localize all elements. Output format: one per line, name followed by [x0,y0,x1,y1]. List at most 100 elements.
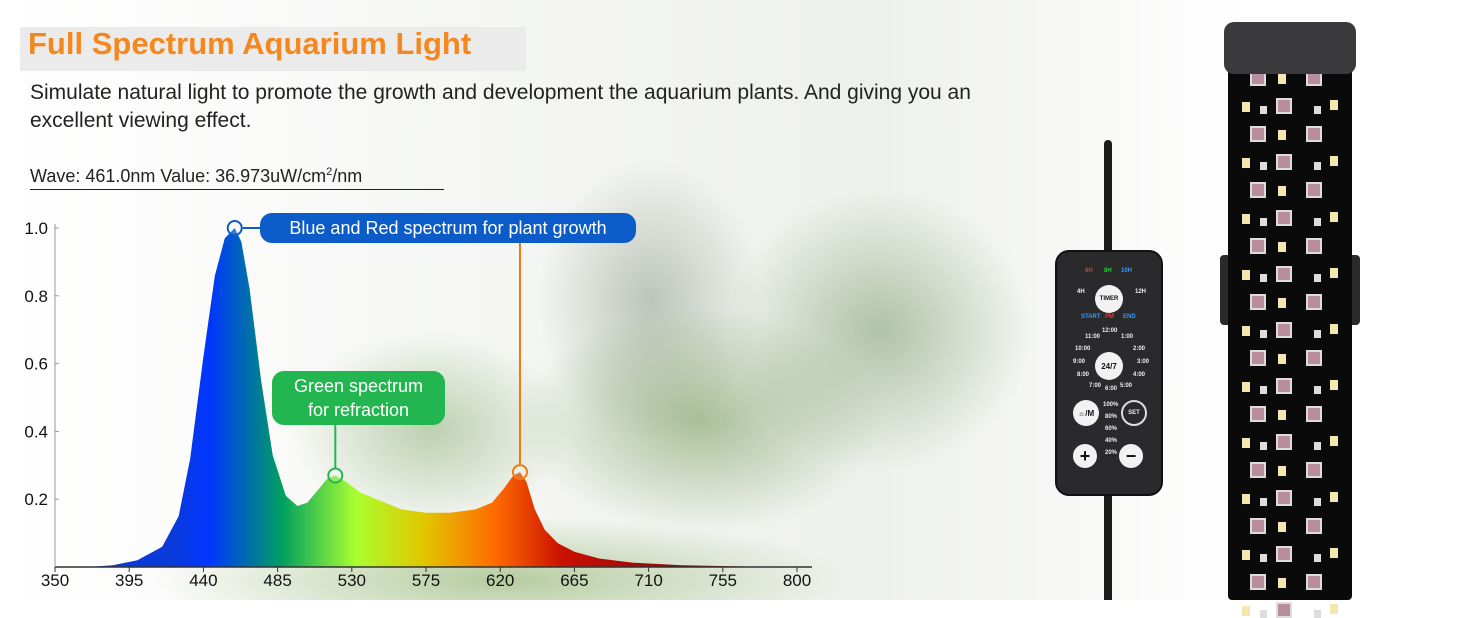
smd-component [1314,218,1321,226]
hour-label: 2:00 [1133,346,1146,352]
spectrum-chart: 350 395 440 485 530 575 620 665 710 755 800 0.2 0.4 0… [24,219,812,590]
rgb-led-chip [1250,126,1266,142]
white-led-chip [1278,466,1286,476]
controller-cable-bottom [1104,494,1112,600]
y-tick-label: 1.0 [24,219,48,238]
hour-label: 11:00 [1085,334,1101,340]
hour-label: 1:00 [1121,334,1134,340]
y-tick-label: 0.4 [24,422,48,441]
label-8h: 8H [1104,268,1112,274]
title-highlight [20,27,526,71]
white-led-chip [1242,606,1250,616]
smd-component [1260,162,1267,170]
smd-component [1260,330,1267,338]
level-label: 40% [1105,438,1118,444]
white-led-chip [1330,380,1338,390]
x-tick-label: 755 [709,571,737,590]
x-tick-label: 575 [412,571,440,590]
hour-label: 6:00 [1105,386,1118,392]
smd-component [1314,554,1321,562]
white-led-chip [1278,74,1286,84]
label-10h: 10H [1121,268,1133,274]
rgb-led-chip [1306,294,1322,310]
timer-button[interactable]: TIMER [1095,285,1123,313]
white-led-chip [1242,102,1250,112]
peak-marker [511,464,528,481]
white-led-chip [1278,186,1286,196]
rgb-led-chip [1276,266,1292,282]
white-led-chip [1330,604,1338,614]
y-tick-label: 0.6 [24,355,48,374]
smd-component [1314,610,1321,618]
white-led-chip [1278,354,1286,364]
white-led-chip [1242,550,1250,560]
white-led-chip [1330,100,1338,110]
white-led-chip [1330,268,1338,278]
rgb-led-chip [1276,434,1292,450]
rgb-led-chip [1250,406,1266,422]
y-tick-label: 0.2 [24,490,48,509]
rgb-led-chip [1250,574,1266,590]
level-label: 60% [1105,426,1118,432]
level-label: 100% [1103,402,1119,408]
x-tick-label: 665 [560,571,588,590]
hour-label: 7:00 [1089,383,1102,389]
set-gear-button[interactable]: SET [1121,400,1147,426]
label-6h: 6H [1085,268,1093,274]
smd-component [1314,442,1321,450]
x-tick-label: 710 [634,571,662,590]
rgb-led-chip [1250,518,1266,534]
readout-sup: 2 [326,166,333,178]
smd-component [1260,610,1267,618]
mode-24-7-button[interactable]: 24/7 [1095,352,1123,380]
white-led-chip [1242,214,1250,224]
rgb-led-chip [1250,462,1266,478]
led-light-bar [1228,40,1352,618]
level-label: 80% [1105,414,1118,420]
white-led-chip [1278,578,1286,588]
white-led-chip [1330,548,1338,558]
rgb-led-chip [1276,490,1292,506]
peak-marker [327,467,344,484]
white-led-chip [1278,410,1286,420]
smd-component [1314,386,1321,394]
controller-cable-top [1104,140,1112,252]
white-led-chip [1330,324,1338,334]
plus-button[interactable]: + [1073,444,1097,468]
sun-mode-button[interactable]: ☼/M [1073,400,1099,426]
rgb-led-chip [1276,98,1292,114]
x-tick-label: 485 [263,571,291,590]
white-led-chip [1242,326,1250,336]
rgb-led-chip [1276,210,1292,226]
label-4h: 4H [1077,289,1085,295]
smd-component [1260,386,1267,394]
smd-component [1314,162,1321,170]
readout-unit: /nm [332,166,363,186]
green-annotation-line1: Green spectrum [293,376,424,396]
white-led-chip [1278,242,1286,252]
hour-label: 8:00 [1077,372,1090,378]
smd-component [1260,274,1267,282]
rgb-led-chip [1306,406,1322,422]
blue-red-annotation: Blue and Red spectrum for plant growth [260,213,636,243]
white-led-chip [1242,382,1250,392]
smd-component [1314,274,1321,282]
white-led-chip [1278,130,1286,140]
y-tick-label: 0.8 [24,287,48,306]
timer-controller: 6H 8H 10H 4H 12H TIMER START PM END 12:0… [1055,250,1163,496]
rgb-led-chip [1306,462,1322,478]
label-12h: 12H [1135,289,1147,295]
rgb-led-chip [1276,602,1292,618]
peak-marker [226,220,243,236]
light-bar-end-cap [1224,22,1356,74]
rgb-led-chip [1306,574,1322,590]
x-tick-label: 440 [189,571,217,590]
smd-component [1260,218,1267,226]
readout-text: Wave: 461.0nm Value: 36.973uW/cm [30,166,327,186]
page-title: Full Spectrum Aquarium Light [28,26,472,61]
white-led-chip [1330,436,1338,446]
white-led-chip [1330,156,1338,166]
minus-button[interactable]: − [1119,444,1143,468]
hour-label: 9:00 [1073,359,1086,365]
label-pm: PM [1105,314,1114,320]
